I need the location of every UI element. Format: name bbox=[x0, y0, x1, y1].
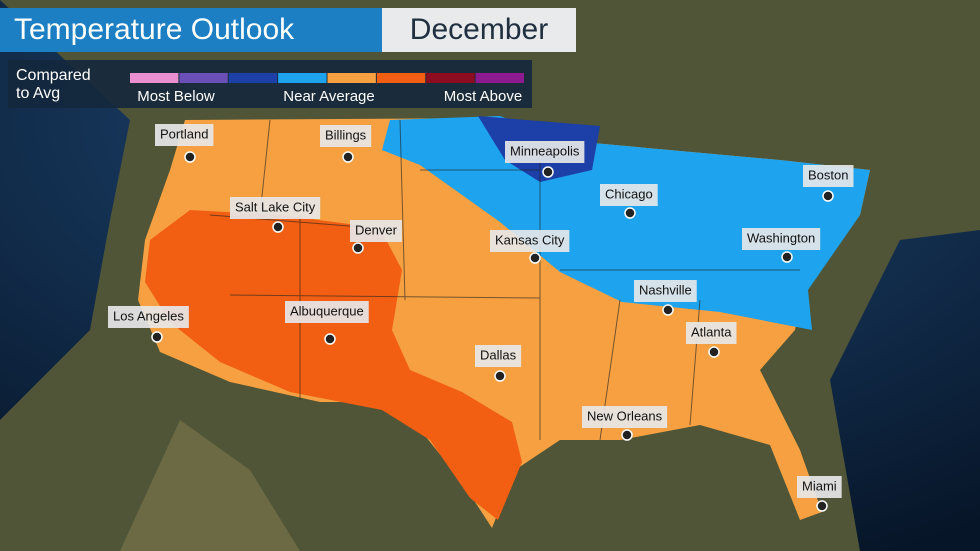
city-dot bbox=[822, 190, 834, 202]
city-dot bbox=[542, 166, 554, 178]
city-dot bbox=[352, 242, 364, 254]
title: Temperature Outlook bbox=[14, 13, 295, 46]
city-label-bg bbox=[155, 124, 214, 146]
city-label-bg bbox=[582, 406, 668, 428]
legend-swatch bbox=[327, 73, 376, 83]
city-label-bg bbox=[803, 165, 854, 187]
legend-swatch bbox=[179, 73, 228, 83]
city-label-bg bbox=[285, 301, 369, 323]
city-dot bbox=[342, 151, 354, 163]
city-label: Atlanta bbox=[691, 324, 732, 339]
legend-swatch bbox=[130, 73, 179, 83]
city-dot bbox=[494, 370, 506, 382]
city-label-bg bbox=[686, 322, 737, 344]
month: December bbox=[410, 13, 548, 46]
city-label: Billings bbox=[325, 127, 367, 142]
city-dot bbox=[781, 251, 793, 263]
city-label: Minneapolis bbox=[510, 143, 580, 158]
city-dot bbox=[624, 207, 636, 219]
city-label: New Orleans bbox=[587, 408, 663, 423]
city-dot bbox=[324, 333, 336, 345]
title-bar bbox=[0, 8, 382, 52]
city-label: Boston bbox=[808, 167, 848, 182]
city-label: Los Angeles bbox=[113, 308, 184, 323]
region-much-above bbox=[145, 210, 522, 520]
city-dot bbox=[184, 151, 196, 163]
city-label: Chicago bbox=[605, 186, 653, 201]
legend-swatch bbox=[426, 73, 475, 83]
city-label: Portland bbox=[160, 126, 208, 141]
legend-swatch bbox=[228, 73, 278, 83]
cities: Portland Billings Minneapolis Boston Chicago… bbox=[108, 124, 854, 512]
land-mexico bbox=[120, 420, 300, 551]
city-label: Kansas City bbox=[495, 232, 565, 247]
legend-box bbox=[8, 60, 532, 108]
city-label: Albuquerque bbox=[290, 303, 364, 318]
legend-label: Most Below bbox=[137, 88, 215, 105]
city-dot bbox=[816, 500, 828, 512]
city-dot bbox=[529, 252, 541, 264]
city-label-bg bbox=[634, 280, 697, 302]
legend-swatch bbox=[278, 73, 327, 83]
city-dot bbox=[151, 331, 163, 343]
legend-heading: to Avg bbox=[16, 85, 60, 102]
city-label-bg bbox=[350, 220, 402, 242]
city-label-bg bbox=[230, 197, 321, 219]
month-box bbox=[382, 8, 576, 52]
city-dot bbox=[621, 429, 633, 441]
city-label-bg bbox=[108, 306, 189, 328]
city-dot bbox=[662, 304, 674, 316]
legend-label: Most Above bbox=[444, 88, 522, 105]
city-label-bg bbox=[505, 141, 585, 163]
city-dot bbox=[272, 221, 284, 233]
legend-swatch bbox=[376, 73, 426, 83]
city-label-bg bbox=[475, 345, 522, 367]
city-label: Miami bbox=[802, 478, 837, 493]
city-label: Washington bbox=[747, 230, 815, 245]
city-label: Nashville bbox=[639, 282, 692, 297]
legend-swatch bbox=[475, 73, 524, 83]
city-label: Denver bbox=[355, 222, 398, 237]
city-label-bg bbox=[490, 230, 570, 252]
legend-label: Near Average bbox=[283, 88, 374, 105]
city-label-bg bbox=[797, 476, 842, 498]
legend-heading: Compared bbox=[16, 67, 91, 84]
city-label: Salt Lake City bbox=[235, 199, 316, 214]
city-dot bbox=[708, 346, 720, 358]
city-label-bg bbox=[320, 125, 372, 147]
city-label-bg bbox=[600, 184, 658, 206]
city-label: Dallas bbox=[480, 347, 517, 362]
city-label-bg bbox=[742, 228, 821, 250]
